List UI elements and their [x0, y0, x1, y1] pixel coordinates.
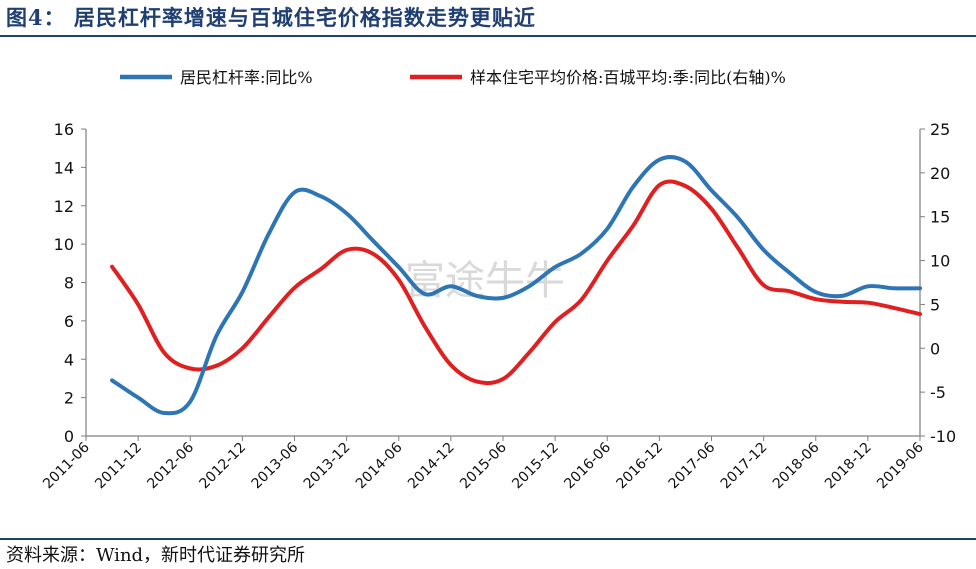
x-tick-label: 2016-12 [614, 440, 667, 493]
chart-axes: 0 2 4 6 8 10 12 14 16 -10 -5 0 5 10 15 20 25 2011-06 2011-… [40, 120, 956, 492]
x-tick-label: 2012-06 [144, 439, 197, 492]
series-line-house-price [110, 179, 922, 386]
left-tick-label: 0 [64, 427, 74, 446]
x-tick-label: 2014-06 [353, 439, 406, 492]
x-tick-label: 2018-12 [822, 440, 875, 493]
title-rule [0, 35, 976, 37]
right-tick-label: 15 [930, 208, 950, 227]
legend-label-household-leverage: 居民杠杆率:同比% [180, 68, 313, 87]
source-note: 资料来源：Wind，新时代证券研究所 [6, 545, 306, 566]
left-tick-label: 8 [64, 274, 74, 293]
left-tick-label: 2 [64, 389, 74, 408]
left-tick-label: 14 [54, 158, 74, 177]
x-tick-label: 2014-12 [405, 440, 458, 493]
left-tick-label: 4 [64, 350, 74, 369]
x-tick-label: 2013-06 [249, 439, 302, 492]
right-tick-label: -10 [930, 427, 956, 446]
chart-legend: 居民杠杆率:同比% 样本住宅平均价格:百城平均:季:同比(右轴)% [120, 68, 786, 87]
x-tick-label: 2017-06 [666, 439, 719, 492]
legend-label-house-price: 样本住宅平均价格:百城平均:季:同比(右轴)% [470, 68, 786, 87]
x-tick-label: 2019-06 [874, 439, 927, 492]
right-tick-label: 10 [930, 252, 950, 271]
x-tick-label: 2015-12 [509, 440, 562, 493]
right-tick-label: 20 [930, 164, 950, 183]
left-tick-label: 6 [64, 312, 74, 331]
right-tick-label: 0 [930, 339, 940, 358]
x-tick-label: 2012-12 [197, 440, 250, 493]
right-tick-label: 5 [930, 295, 940, 314]
source-rule [0, 538, 976, 540]
right-tick-label: 25 [930, 120, 950, 139]
x-tick-label: 2016-06 [561, 439, 614, 492]
chart-lines [110, 155, 922, 416]
x-tick-label: 2015-06 [457, 439, 510, 492]
x-tick-label: 2018-06 [770, 439, 823, 492]
x-tick-label: 2011-12 [92, 440, 145, 493]
left-tick-label: 12 [54, 197, 74, 216]
x-tick-label: 2017-12 [718, 440, 771, 493]
left-tick-label: 16 [54, 120, 74, 139]
line-chart: 富途牛牛 0246810121416-10-505101520252011-06… [40, 68, 956, 492]
figure-title: 图4： 居民杠杆率增速与百城住宅价格指数走势更贴近 [6, 5, 536, 30]
right-tick-label: -5 [930, 383, 946, 402]
series-line-household-leverage [110, 155, 922, 416]
x-tick-label: 2011-06 [40, 439, 93, 492]
left-tick-label: 10 [54, 235, 74, 254]
x-tick-label: 2013-12 [301, 440, 354, 493]
